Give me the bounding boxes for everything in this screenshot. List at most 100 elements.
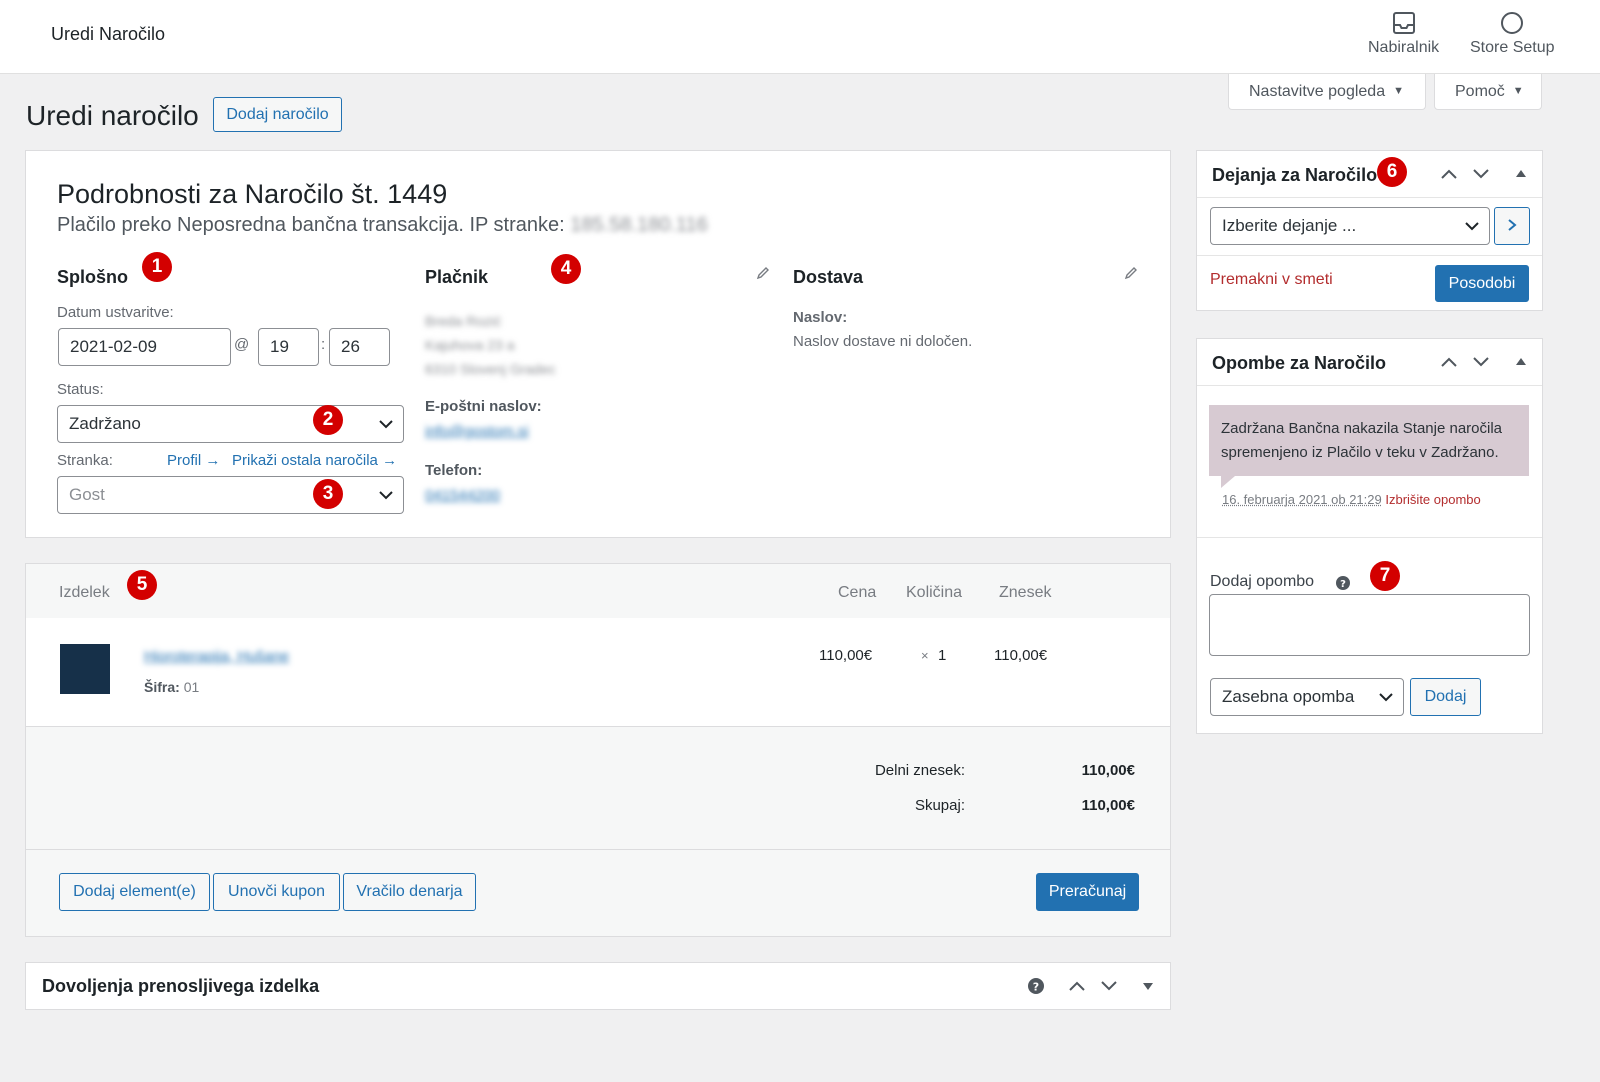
shipping-address-label: Naslov: [793, 309, 848, 326]
hour-input[interactable]: 19 [258, 328, 319, 366]
triangle-up-icon[interactable] [1515, 169, 1527, 178]
chevron-down-icon[interactable] [1472, 168, 1490, 180]
delete-note-link[interactable]: Izbrišite opombo [1385, 492, 1481, 507]
phone-label: Telefon: [425, 462, 483, 479]
item-price: 110,00€ [819, 647, 873, 664]
add-order-button[interactable]: Dodaj naročilo [213, 97, 342, 132]
col-product: Izdelek [59, 584, 110, 601]
help-icon[interactable]: ? [1336, 576, 1350, 590]
sku-value: 01 [183, 679, 200, 695]
product-sku: Šifra: 01 [144, 679, 199, 695]
top-bar-title: Uredi Naročilo [51, 24, 166, 44]
at-sign: @ [234, 336, 250, 353]
note-textarea[interactable] [1209, 594, 1530, 656]
order-heading: Podrobnosti za Naročilo št. 1449 [57, 179, 448, 209]
order-action-value: Izberite dejanje ... [1222, 216, 1357, 235]
other-orders-link[interactable]: Prikaži ostala naročila → [232, 452, 398, 469]
add-note-label: Dodaj opombo [1210, 573, 1315, 590]
note-type-value: Zasebna opomba [1222, 687, 1355, 706]
note-bubble: Zadržana Bančna nakazila Stanje naročila… [1209, 405, 1529, 476]
note-type-select[interactable]: Zasebna opomba [1210, 678, 1404, 716]
product-thumbnail [60, 644, 110, 694]
inbox-icon [1392, 12, 1415, 34]
help-icon[interactable]: ? [1028, 978, 1044, 994]
chevron-down-icon[interactable] [1100, 980, 1118, 992]
sku-label: Šifra: [144, 679, 180, 695]
move-to-trash-link[interactable]: Premakni v smeti [1210, 271, 1333, 288]
triangle-down-icon: ▼ [1393, 85, 1404, 97]
divider [1197, 537, 1542, 538]
order-notes-title: Opombe za Naročilo [1212, 353, 1387, 373]
col-total: Znesek [999, 584, 1052, 601]
col-qty: Količina [906, 584, 963, 601]
annotation-badge: 3 [313, 479, 343, 509]
qty-times: × [921, 648, 929, 663]
customer-select[interactable]: Gost [57, 476, 404, 514]
order-actions-panel: Dejanja za Naročilo Izberite dejanje ...… [1196, 150, 1543, 311]
refund-button[interactable]: Vračilo denarja [343, 873, 476, 911]
col-price: Cena [838, 584, 877, 601]
circle-icon [1501, 12, 1524, 34]
profile-link[interactable]: Profil → [167, 452, 221, 469]
payment-line: Plačilo preko Neposredna bančna transakc… [57, 214, 565, 236]
chevron-down-icon[interactable] [1472, 356, 1490, 368]
shipping-title: Dostava [793, 267, 864, 287]
pencil-icon[interactable] [1124, 266, 1138, 280]
page-title: Uredi naročilo [26, 100, 199, 131]
add-items-button[interactable]: Dodaj element(e) [59, 873, 210, 911]
triangle-down-icon[interactable] [1142, 982, 1154, 991]
chevron-up-icon[interactable] [1440, 168, 1458, 180]
annotation-badge: 6 [1377, 157, 1407, 187]
table-row: Hioroterapija, Hušane Šifra: 01 110,00€ … [26, 618, 1170, 726]
status-label: Status: [57, 381, 104, 398]
customer-value: Gost [69, 485, 105, 504]
billing-address-line: 6310 Slovenj Gradec [425, 361, 556, 377]
annotation-badge: 5 [127, 570, 157, 600]
triangle-down-icon: ▼ [1512, 85, 1524, 97]
add-note-button[interactable]: Dodaj [1410, 678, 1481, 716]
divider [26, 849, 1170, 850]
screen-options-button[interactable]: Nastavitve pogleda ▼ [1228, 74, 1426, 110]
divider [26, 726, 1170, 727]
divider [1197, 385, 1542, 386]
help-icon-glyph: ? [1340, 579, 1346, 590]
store-setup-button[interactable]: Store Setup [1470, 10, 1555, 57]
date-input[interactable]: 2021-02-09 [58, 328, 231, 366]
update-button[interactable]: Posodobi [1435, 265, 1529, 302]
recalculate-button[interactable]: Preračunaj [1036, 873, 1139, 911]
customer-label: Stranka: [57, 452, 113, 469]
product-name-link[interactable]: Hioroterapija, Hušane [144, 648, 290, 665]
help-button[interactable]: Pomoč ▼ [1434, 74, 1542, 110]
subtotal-value: 110,00€ [1081, 762, 1135, 779]
apply-action-button[interactable] [1494, 207, 1530, 245]
inbox-button[interactable]: Nabiralnik [1368, 10, 1439, 57]
customer-ip: 185.58.180.116 [570, 214, 708, 236]
billing-phone-link[interactable]: 041544200 [425, 487, 501, 504]
status-select[interactable]: Zadržano [57, 405, 404, 443]
item-qty: 1 [938, 647, 947, 664]
email-label: E-poštni naslov: [425, 398, 542, 415]
billing-address-line: Breda Rozić [425, 313, 502, 329]
order-actions-title: Dejanja za Naročilo [1212, 165, 1378, 185]
time-colon: : [321, 336, 326, 353]
annotation-badge: 2 [313, 405, 343, 435]
downloads-title: Dovoljenja prenosljivega izdelka [42, 976, 320, 996]
help-label: Pomoč [1455, 83, 1505, 100]
note-text: Zadržana Bančna nakazila Stanje naročila… [1221, 420, 1503, 461]
minute-input[interactable]: 26 [329, 328, 390, 366]
store-setup-label: Store Setup [1470, 39, 1555, 56]
status-value: Zadržano [69, 414, 141, 433]
subtotal-label: Delni znesek: [874, 762, 965, 779]
pencil-icon[interactable] [756, 266, 770, 280]
general-title: Splošno [57, 267, 128, 287]
note-tail [1221, 476, 1235, 488]
chevron-up-icon[interactable] [1440, 356, 1458, 368]
divider [1197, 197, 1542, 198]
order-action-select[interactable]: Izberite dejanje ... [1210, 207, 1490, 245]
apply-coupon-button[interactable]: Unovči kupon [213, 873, 340, 911]
chevron-up-icon[interactable] [1068, 980, 1086, 992]
note-date: 16. februarja 2021 ob 21:29 [1222, 492, 1382, 507]
billing-email-link[interactable]: info@gostom.si [425, 423, 529, 440]
billing-title: Plačnik [425, 267, 489, 287]
triangle-up-icon[interactable] [1515, 357, 1527, 366]
